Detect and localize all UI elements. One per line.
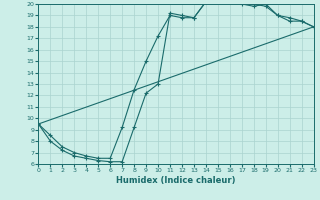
X-axis label: Humidex (Indice chaleur): Humidex (Indice chaleur) xyxy=(116,176,236,185)
